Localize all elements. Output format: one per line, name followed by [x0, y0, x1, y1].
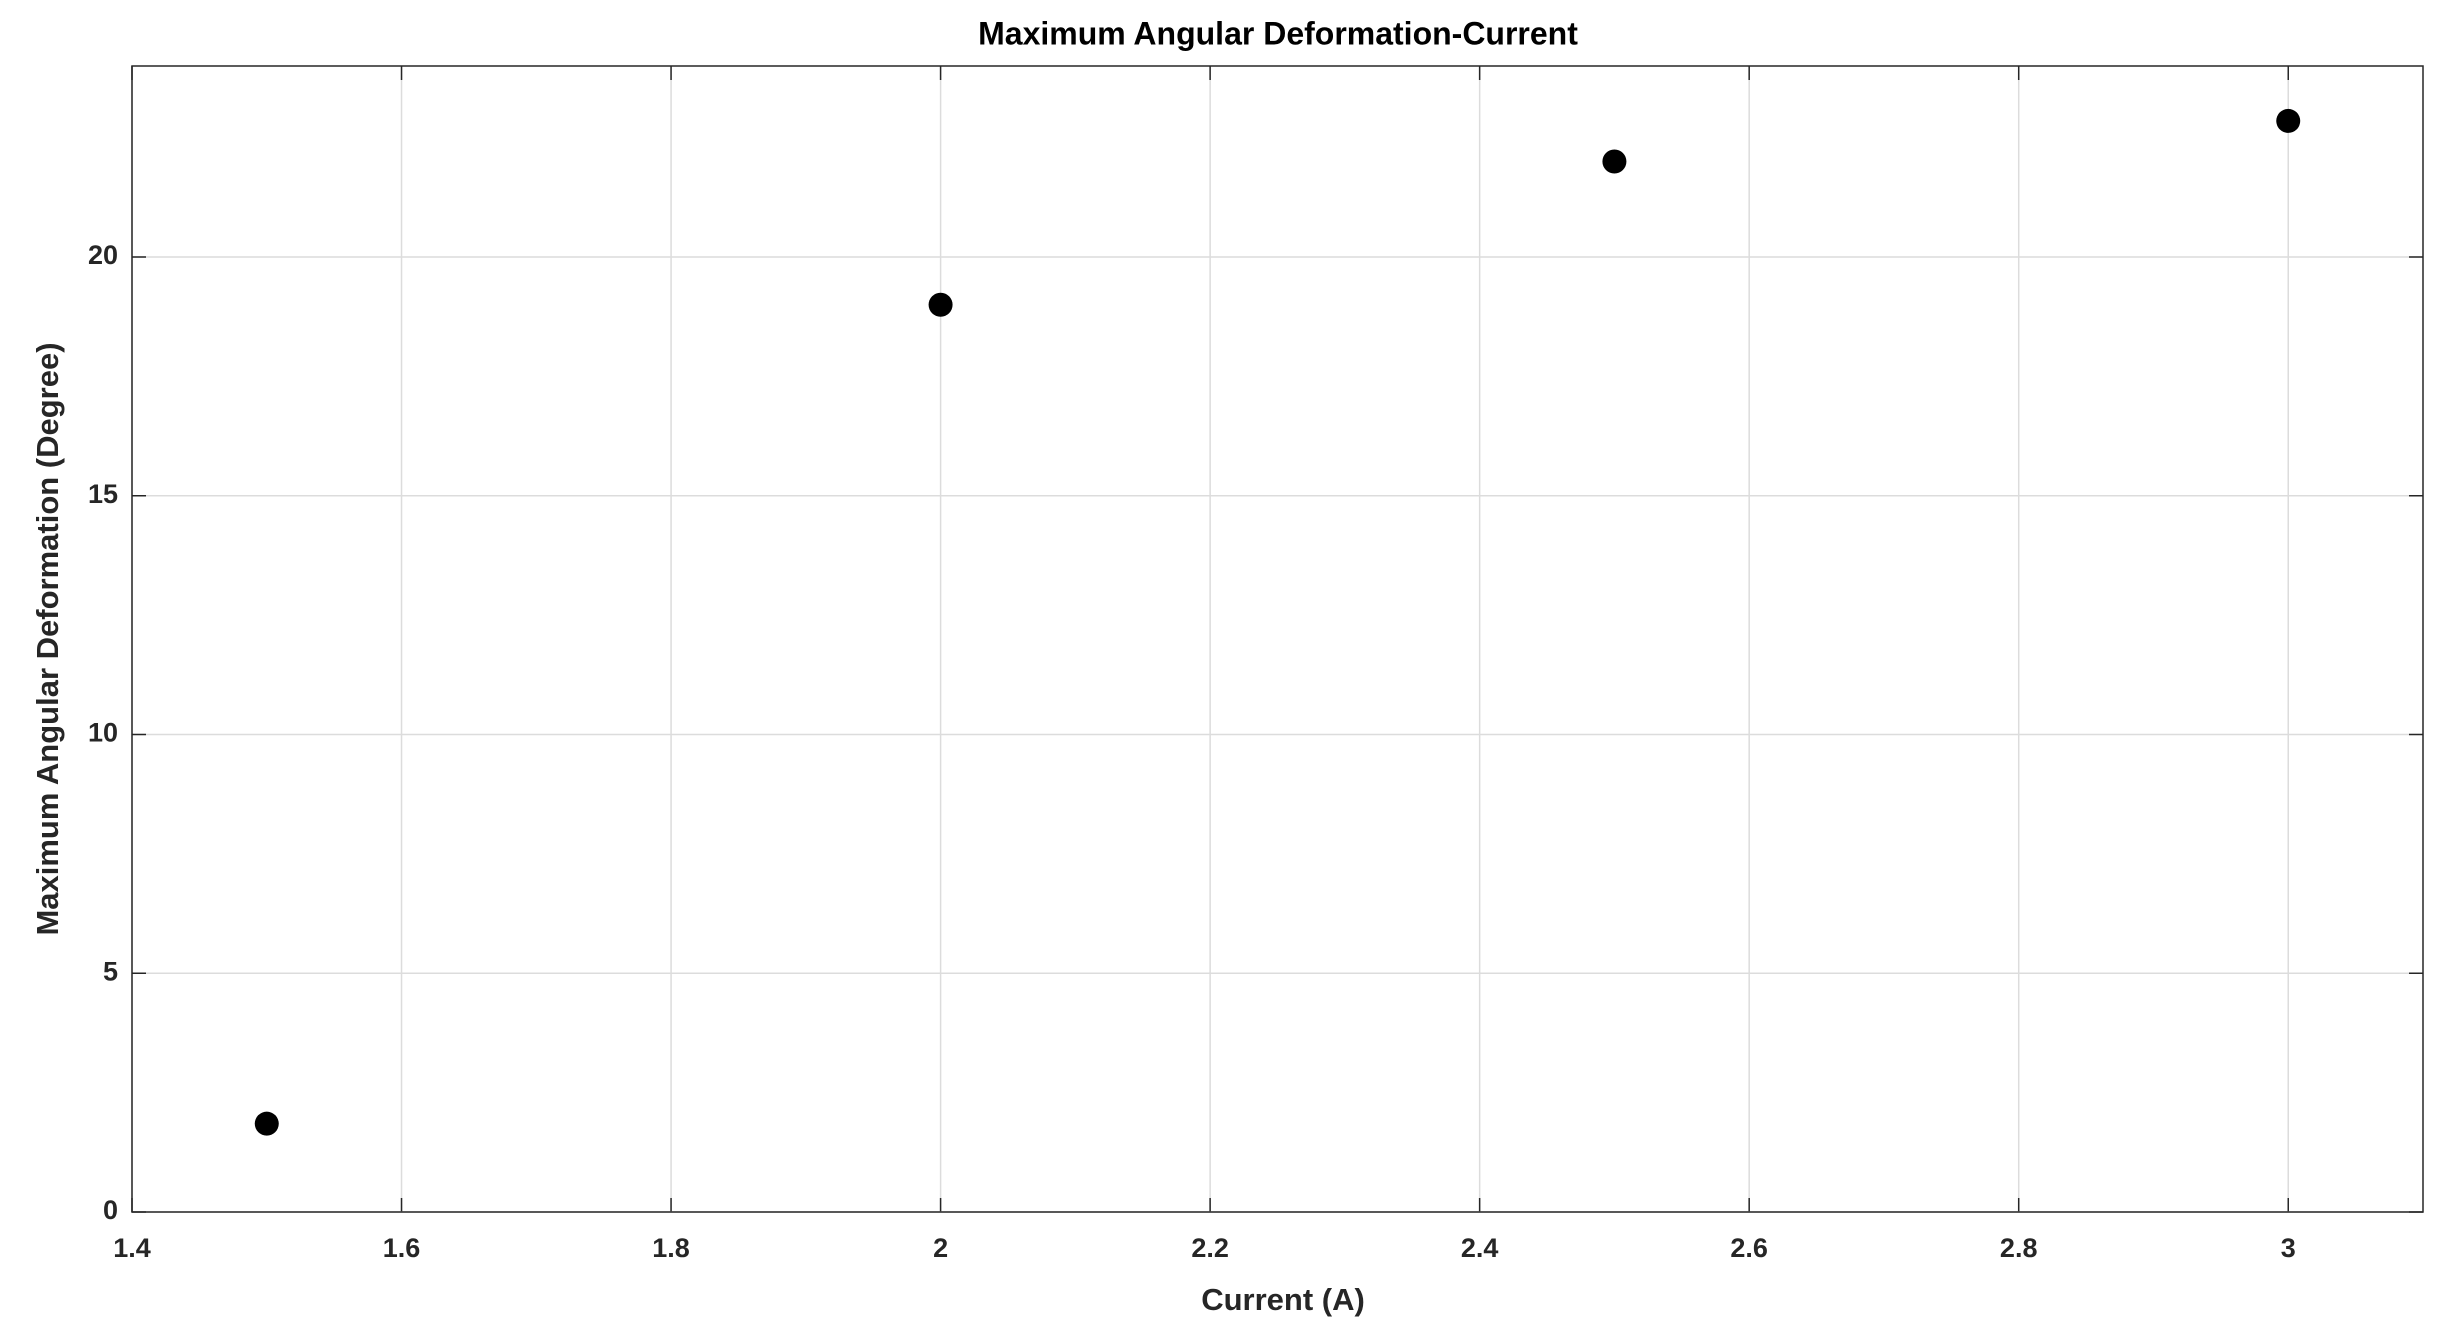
x-tick-label: 2.8: [2000, 1233, 2038, 1263]
point: [2276, 108, 2301, 133]
x-axis-label: Current (A): [1201, 1282, 1365, 1317]
x-tick-label: 1.8: [652, 1233, 690, 1263]
x-tick-label: 1.4: [113, 1233, 151, 1263]
x-tick-label: 3: [2281, 1233, 2296, 1263]
x-tick-label: 2: [933, 1233, 948, 1263]
y-tick-label: 20: [88, 240, 118, 270]
y-axis-label: Maximum Angular Deformation (Degree): [30, 342, 65, 935]
y-tick-label: 0: [103, 1195, 118, 1225]
point: [1602, 149, 1627, 174]
plot-frame: [131, 65, 2424, 1213]
point: [928, 292, 953, 317]
y-tick-label: 5: [103, 956, 118, 986]
x-tick-label: 1.6: [383, 1233, 421, 1263]
x-tick-label: 2.4: [1461, 1233, 1499, 1263]
chart-title: Maximum Angular Deformation-Current: [978, 15, 1578, 51]
y-tick-label: 10: [88, 718, 118, 748]
x-tick-label: 2.6: [1730, 1233, 1768, 1263]
x-tick-label: 2.2: [1191, 1233, 1229, 1263]
point: [254, 1111, 279, 1136]
y-tick-label: 15: [88, 479, 118, 509]
